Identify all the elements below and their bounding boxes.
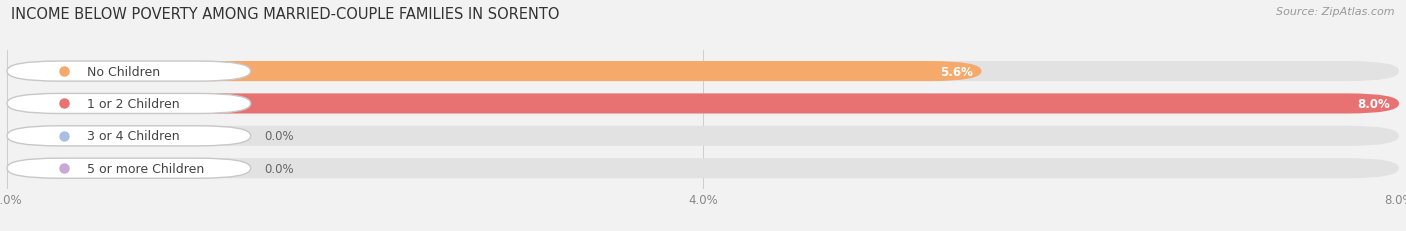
FancyBboxPatch shape bbox=[7, 158, 250, 179]
Text: 5.6%: 5.6% bbox=[939, 65, 973, 78]
FancyBboxPatch shape bbox=[7, 94, 250, 114]
Text: 0.0%: 0.0% bbox=[264, 130, 294, 143]
Text: 0.0%: 0.0% bbox=[264, 162, 294, 175]
Text: Source: ZipAtlas.com: Source: ZipAtlas.com bbox=[1277, 7, 1395, 17]
Text: INCOME BELOW POVERTY AMONG MARRIED-COUPLE FAMILIES IN SORENTO: INCOME BELOW POVERTY AMONG MARRIED-COUPL… bbox=[11, 7, 560, 22]
Text: 8.0%: 8.0% bbox=[1358, 97, 1391, 110]
Text: 5 or more Children: 5 or more Children bbox=[87, 162, 204, 175]
FancyBboxPatch shape bbox=[7, 62, 250, 82]
FancyBboxPatch shape bbox=[7, 158, 1399, 179]
FancyBboxPatch shape bbox=[7, 126, 1399, 146]
FancyBboxPatch shape bbox=[7, 126, 250, 146]
Text: 1 or 2 Children: 1 or 2 Children bbox=[87, 97, 179, 110]
Text: 3 or 4 Children: 3 or 4 Children bbox=[87, 130, 179, 143]
FancyBboxPatch shape bbox=[7, 94, 1399, 114]
FancyBboxPatch shape bbox=[7, 62, 981, 82]
FancyBboxPatch shape bbox=[7, 62, 1399, 82]
FancyBboxPatch shape bbox=[7, 94, 1399, 114]
Text: No Children: No Children bbox=[87, 65, 160, 78]
